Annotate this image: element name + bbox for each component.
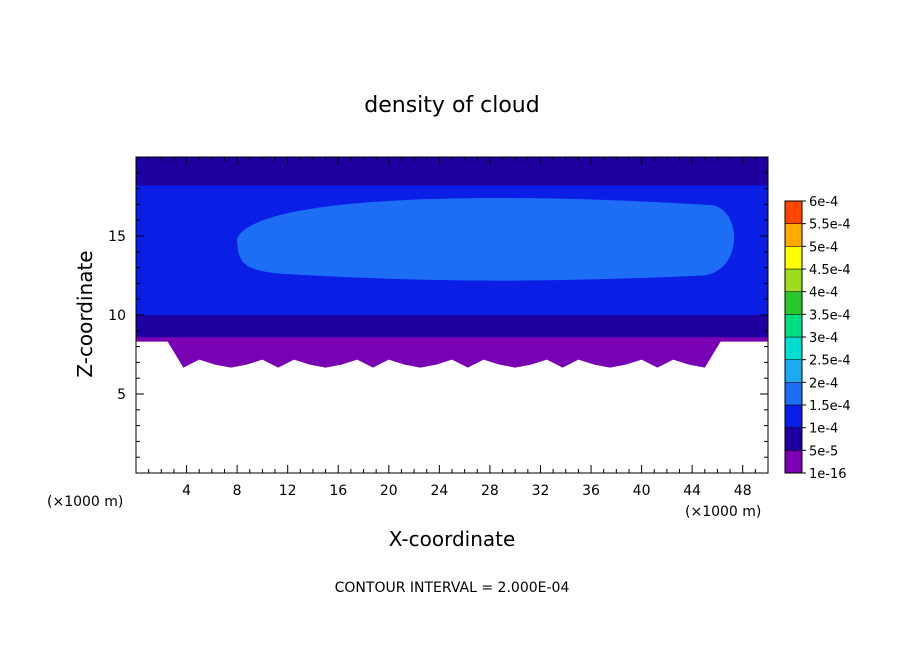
colorbar-label: 4.5e-4	[809, 263, 851, 278]
colorbar-band	[784, 246, 803, 270]
field-region-cloud-top	[136, 157, 768, 186]
x-units-right: (×1000 m)	[685, 504, 761, 520]
colorbar-label: 4e-4	[809, 286, 838, 301]
x-tick-label: 40	[633, 483, 651, 499]
colorbar-band	[784, 382, 803, 406]
x-tick-label: 4	[182, 483, 191, 499]
colorbar-label: 3e-4	[809, 331, 838, 346]
colorbar-band	[784, 223, 803, 247]
x-axis: 4 8 12 16 20 24 28 32 36 40 44 48	[148, 157, 756, 499]
y-axis-label: Z-coordinate	[73, 250, 97, 377]
colorbar-label: 1e-16	[809, 467, 847, 482]
colorbar-band	[784, 404, 803, 428]
colorbar-label: 5e-5	[809, 444, 838, 459]
density-field	[136, 157, 768, 368]
contour-interval: CONTOUR INTERVAL = 2.000E-04	[335, 580, 570, 596]
field-region-cloud-base	[136, 327, 768, 368]
colorbar-band	[784, 314, 803, 338]
y-axis: 5 10 15	[108, 172, 768, 458]
x-tick-label: 32	[532, 483, 550, 499]
x-axis-label: X-coordinate	[389, 527, 516, 551]
colorbar-band	[784, 450, 803, 474]
x-tick-label: 28	[481, 483, 499, 499]
colorbar-band	[784, 427, 803, 451]
x-tick-label: 36	[582, 483, 600, 499]
colorbar: 1e-16 5e-5 1e-4 1.5e-4 2e-4 2.5e-4 3e-4 3.5e-4 4…	[784, 195, 851, 482]
field-region-core	[237, 198, 735, 281]
colorbar-label: 1.5e-4	[809, 399, 851, 414]
x-tick-label: 48	[734, 483, 752, 499]
x-tick-label: 20	[380, 483, 398, 499]
colorbar-band	[784, 268, 803, 292]
colorbar-band	[784, 359, 803, 383]
colorbar-band	[784, 291, 803, 315]
y-tick-label: 15	[108, 229, 126, 245]
colorbar-label: 1e-4	[809, 422, 838, 437]
colorbar-band	[784, 200, 803, 224]
x-units-left: (×1000 m)	[47, 494, 123, 510]
x-tick-label: 24	[430, 483, 448, 499]
y-tick-label: 5	[117, 387, 126, 403]
x-tick-label: 44	[683, 483, 701, 499]
y-tick-label: 10	[108, 308, 126, 324]
chart-title: density of cloud	[364, 93, 539, 118]
colorbar-label: 2e-4	[809, 376, 838, 391]
colorbar-label: 5e-4	[809, 240, 838, 255]
colorbar-label: 3.5e-4	[809, 308, 851, 323]
colorbar-band	[784, 336, 803, 360]
x-tick-label: 16	[329, 483, 347, 499]
colorbar-label: 5.5e-4	[809, 218, 851, 233]
x-tick-label: 12	[279, 483, 297, 499]
colorbar-label: 6e-4	[809, 195, 838, 210]
colorbar-label: 2.5e-4	[809, 354, 851, 369]
x-tick-label: 8	[233, 483, 242, 499]
